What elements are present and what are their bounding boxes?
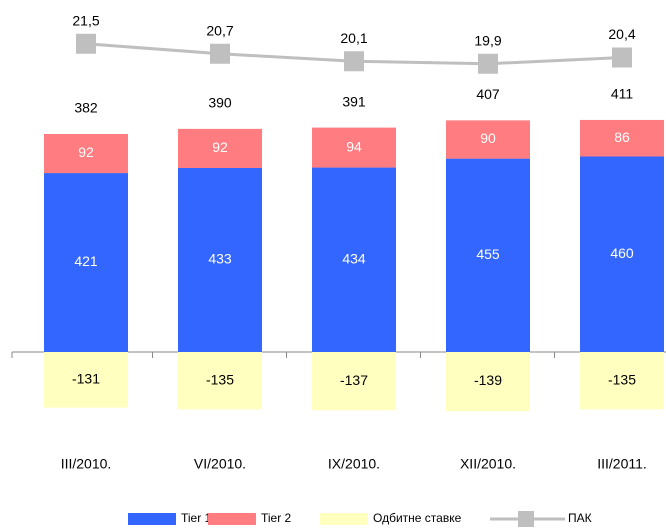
bar — [446, 352, 530, 412]
legend-label: Одбитне ставке — [373, 511, 462, 525]
bar-value-label: -135 — [608, 371, 636, 387]
line-value-label: 19,9 — [474, 32, 501, 48]
bar — [446, 158, 530, 352]
bar-value-label: -137 — [340, 372, 368, 388]
x-tick-label: VI/2010. — [194, 456, 246, 472]
total-label: 391 — [342, 93, 366, 109]
total-label: 411 — [611, 86, 634, 102]
total-label: 390 — [208, 95, 232, 111]
bar — [312, 167, 396, 352]
bar-value-label: 94 — [346, 138, 362, 154]
legend-label: ПАК — [568, 511, 592, 525]
line-marker — [76, 33, 96, 54]
bar-value-label: 460 — [610, 245, 634, 261]
line-value-label: 20,7 — [206, 22, 233, 38]
line-marker — [478, 53, 498, 74]
bar-value-label: 455 — [476, 246, 500, 262]
bar-value-label: -139 — [474, 372, 502, 388]
bar-value-label: 86 — [614, 129, 630, 145]
bar — [312, 127, 396, 168]
line-value-label: 21,5 — [72, 12, 99, 28]
line-value-label: 20,1 — [340, 30, 367, 46]
legend-marker — [518, 511, 534, 527]
bar — [178, 128, 262, 168]
bar — [580, 119, 664, 157]
legend-swatch — [128, 513, 176, 525]
total-label: 382 — [74, 100, 98, 116]
bar-value-label: -135 — [206, 371, 234, 387]
bar-value-label: 421 — [74, 253, 98, 269]
legend-swatch — [208, 513, 256, 525]
legend-swatch — [320, 513, 368, 525]
bar-value-label: -131 — [72, 371, 100, 387]
bar-value-label: 92 — [212, 139, 228, 155]
bar — [178, 352, 262, 410]
bar — [44, 173, 128, 352]
bar-value-label: 90 — [480, 130, 496, 146]
total-label: 407 — [476, 86, 500, 102]
bar — [580, 352, 664, 410]
bar — [44, 133, 128, 174]
line-marker — [344, 51, 364, 72]
bar-value-label: 434 — [342, 250, 366, 266]
legend-label: Tier 2 — [261, 511, 292, 525]
bar — [178, 167, 262, 352]
line-marker — [210, 43, 230, 64]
line-marker — [612, 47, 632, 68]
legend-label: Tier 1 — [181, 511, 212, 525]
bar-value-label: 433 — [208, 251, 232, 267]
bar-value-label: 92 — [78, 144, 94, 160]
x-tick-label: IX/2010. — [328, 456, 380, 472]
bar — [44, 352, 128, 408]
bar — [580, 156, 664, 352]
x-tick-label: III/2011. — [597, 456, 647, 472]
x-tick-label: III/2010. — [61, 456, 112, 472]
bar — [312, 352, 396, 411]
bar — [446, 120, 530, 159]
x-tick-label: XII/2010. — [460, 456, 516, 472]
line-value-label: 20,4 — [608, 26, 635, 42]
